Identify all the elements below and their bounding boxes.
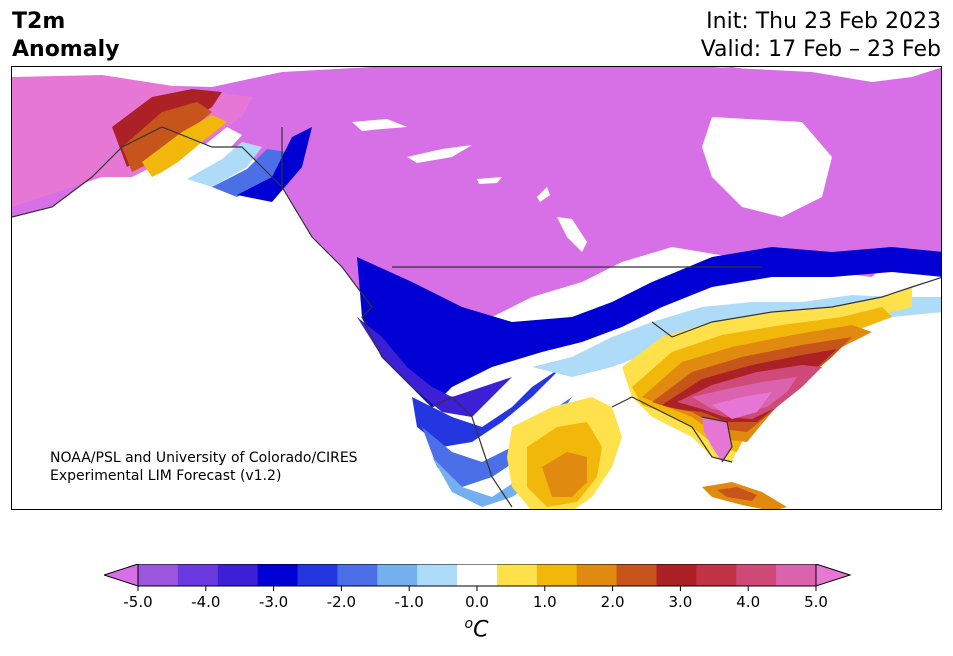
units-celsius: C <box>473 617 489 643</box>
colorbar-segment <box>138 564 179 586</box>
forecast-dates: Init: Thu 23 Feb 2023 Valid: 17 Feb – 23… <box>701 8 941 64</box>
colorbar-segment <box>776 564 817 586</box>
eastern-warm-region <box>622 287 912 462</box>
colorbar-segment <box>696 564 737 586</box>
colorbar-tick-label: 5.0 <box>804 593 828 611</box>
borders <box>12 126 941 508</box>
colorbar-tick-label: 1.0 <box>533 593 557 611</box>
cuba-core <box>717 487 757 501</box>
colorbar-tick-label: 0.0 <box>465 593 489 611</box>
colorbar-tick-label: 2.0 <box>601 593 625 611</box>
colorbar-svg: -5.0 -4.0 -3.0 -2.0 -1.0 0.0 1.0 2.0 3.0 4.0 5.0 <box>102 563 852 611</box>
colorbar-tick-label: 3.0 <box>668 593 692 611</box>
colorbar-segment <box>736 564 777 586</box>
colorbar-tick-label: 4.0 <box>736 593 760 611</box>
colorbar-tick-label: -3.0 <box>259 593 288 611</box>
credit-text: NOAA/PSL and University of Colorado/CIRE… <box>50 449 358 485</box>
init-date: Init: Thu 23 Feb 2023 <box>706 9 941 34</box>
north-america-map <box>12 67 941 509</box>
anomaly-map: NOAA/PSL and University of Colorado/CIRE… <box>11 66 942 510</box>
colorbar-tick-label: -1.0 <box>395 593 424 611</box>
colorbar-segment <box>496 564 538 586</box>
colorbar: -5.0 -4.0 -3.0 -2.0 -1.0 0.0 1.0 2.0 3.0 4.0 5.0 <box>102 563 852 624</box>
credit-line-1: NOAA/PSL and University of Colorado/CIRE… <box>50 450 358 466</box>
units-degree: o <box>464 616 474 632</box>
title-line-2: Anomaly <box>12 37 120 62</box>
colorbar-segment <box>217 564 259 586</box>
colorbar-tick-label: -2.0 <box>327 593 356 611</box>
mexico-warm <box>507 397 622 509</box>
title-line-1: T2m <box>12 9 66 34</box>
credit-line-2: Experimental LIM Forecast (v1.2) <box>50 468 282 484</box>
colorbar-extend-low <box>102 563 139 587</box>
colorbar-segment <box>337 564 378 586</box>
colorbar-segment <box>417 564 458 586</box>
colorbar-segment <box>576 564 618 586</box>
colorbar-segment <box>457 564 498 586</box>
colorbar-segment <box>536 564 578 586</box>
colorbar-extend-high <box>815 563 852 587</box>
colorbar-segment <box>377 564 418 586</box>
colorbar-segment <box>616 564 657 586</box>
valid-range: Valid: 17 Feb – 23 Feb <box>700 37 941 62</box>
colorbar-segment <box>177 564 219 586</box>
colorbar-segment <box>656 564 697 586</box>
alaska-warm <box>12 75 312 207</box>
colorbar-units: oC <box>0 616 953 642</box>
colorbar-tick-label: -5.0 <box>123 593 152 611</box>
colorbar-tick-label: -4.0 <box>191 593 220 611</box>
water-bodies <box>352 117 832 252</box>
colorbar-segment <box>297 564 338 586</box>
map-title: T2m Anomaly <box>12 8 119 64</box>
colorbar-segment <box>257 564 299 586</box>
